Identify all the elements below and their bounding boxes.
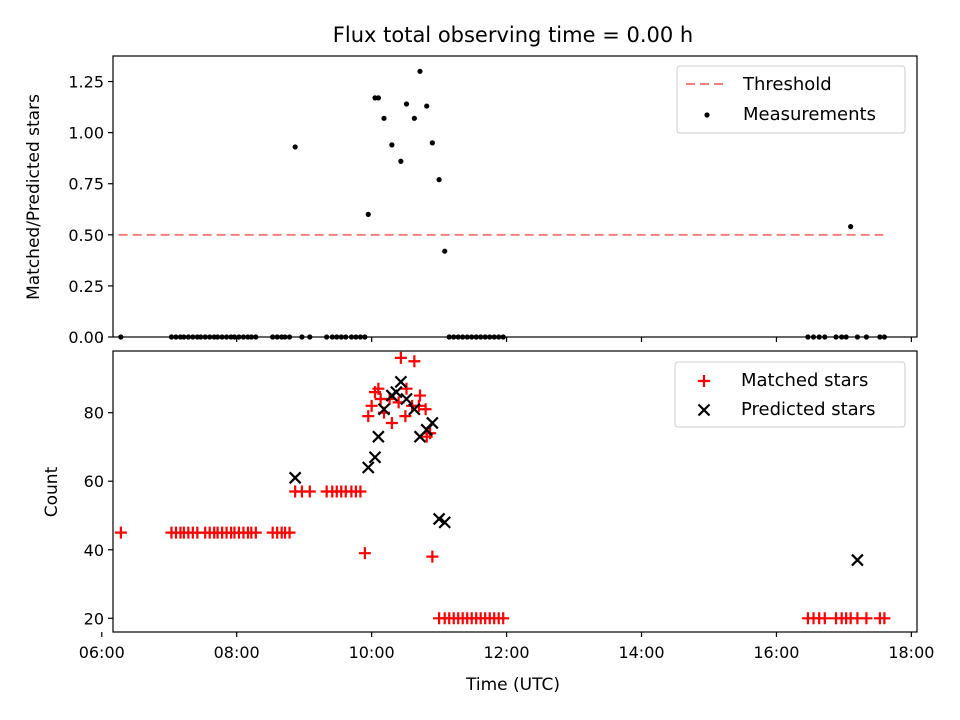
matched-star-point xyxy=(354,485,367,498)
bottom-x-ticks: 06:00 08:00 10:00 12:00 14:00 16:00 18:00 xyxy=(79,632,934,662)
bottom-panel: 20 40 60 80 06:00 08:00 10:00 12:00 14:00 16:00 1… xyxy=(42,350,934,695)
measurement-point xyxy=(403,101,410,107)
top-y-axis-label: Matched/Predicted stars xyxy=(24,94,44,300)
predicted-star-point xyxy=(394,375,408,389)
chart-title: Flux total observing time = 0.00 h xyxy=(333,23,693,47)
predicted-legend-swatch xyxy=(697,403,711,417)
top-y-tick-label: 0.75 xyxy=(68,175,104,194)
predicted-star-point xyxy=(426,416,439,430)
measurement-point xyxy=(442,248,448,254)
bottom-legend-box xyxy=(674,361,906,428)
matched-legend-swatch xyxy=(698,375,710,387)
matched-star-point xyxy=(249,526,262,539)
matched-star-point xyxy=(358,547,371,560)
measurements-legend-label: Measurements xyxy=(743,104,876,125)
predicted-star-point xyxy=(368,450,382,464)
measurement-point xyxy=(417,68,423,74)
predicted-star-point xyxy=(361,461,375,474)
top-y-tick-label: 1.25 xyxy=(68,73,104,92)
matched-star-point xyxy=(114,526,127,539)
bottom-y-ticks: 20 40 60 80 xyxy=(84,404,113,628)
matched-star-point xyxy=(385,416,398,429)
predicted-legend-label: Predicted stars xyxy=(741,399,875,420)
measurement-point xyxy=(292,144,298,150)
top-legend: Threshold Measurements xyxy=(676,65,906,134)
x-axis-label: Time (UTC) xyxy=(465,675,560,695)
top-y-tick-label: 0.00 xyxy=(68,328,104,347)
matched-star-point xyxy=(365,399,378,412)
matched-star-point xyxy=(878,612,891,625)
matched-star-point xyxy=(283,526,296,539)
measurement-point xyxy=(429,140,435,146)
top-y-tick-label: 0.25 xyxy=(68,277,104,296)
matched-star-point xyxy=(303,485,316,498)
top-y-ticks: 0.00 0.25 0.50 0.75 1.00 1.25 xyxy=(68,73,113,347)
predicted-star-point xyxy=(408,402,421,416)
bottom-legend: Matched stars Predicted stars xyxy=(674,361,906,428)
measurement-point xyxy=(381,115,387,121)
matched-star-point xyxy=(497,612,510,625)
matched-star-point xyxy=(400,382,413,395)
x-tick-label: 08:00 xyxy=(214,643,260,662)
predicted-star-point xyxy=(851,553,864,567)
predicted-star-point xyxy=(390,385,403,399)
measurement-point xyxy=(424,103,430,109)
measurement-point xyxy=(375,95,381,101)
matched-legend-label: Matched stars xyxy=(741,370,868,391)
measurement-point xyxy=(436,177,442,183)
predicted-star-point xyxy=(377,402,391,416)
x-tick-label: 06:00 xyxy=(79,643,125,662)
matched-star-point xyxy=(408,355,421,368)
bottom-points xyxy=(114,351,891,625)
matched-star-point xyxy=(419,403,432,416)
matched-star-point xyxy=(399,410,412,423)
x-tick-label: 16:00 xyxy=(753,643,799,662)
matched-star-point xyxy=(372,382,385,395)
matched-star-point xyxy=(426,550,439,563)
matched-star-point xyxy=(818,612,831,625)
measurement-point xyxy=(398,158,404,164)
measurement-point xyxy=(365,211,371,217)
predicted-star-point xyxy=(288,471,302,485)
bottom-axes-frame xyxy=(112,350,918,633)
threshold-legend-label: Threshold xyxy=(742,74,832,95)
matched-star-point xyxy=(860,612,873,625)
bottom-y-tick-label: 20 xyxy=(84,609,104,628)
x-tick-label: 18:00 xyxy=(888,643,934,662)
x-tick-label: 10:00 xyxy=(349,643,395,662)
top-x-ticks xyxy=(101,337,912,342)
measurement-point xyxy=(848,224,854,230)
top-panel: 0.00 0.25 0.50 0.75 1.00 1.25 Matched/Predict… xyxy=(24,55,918,347)
measurement-point xyxy=(389,142,395,148)
top-y-tick-label: 1.00 xyxy=(68,124,104,143)
matched-star-point xyxy=(394,351,407,364)
matched-star-point xyxy=(362,410,375,423)
x-tick-label: 12:00 xyxy=(484,643,530,662)
bottom-y-tick-label: 60 xyxy=(84,472,104,491)
bottom-y-tick-label: 40 xyxy=(84,541,104,560)
matched-star-point xyxy=(413,389,426,402)
top-legend-box xyxy=(676,65,906,134)
bottom-y-tick-label: 80 xyxy=(84,404,104,423)
x-tick-label: 14:00 xyxy=(618,643,664,662)
top-axes-frame xyxy=(112,55,918,338)
predicted-star-point xyxy=(432,512,446,526)
bottom-y-axis-label: Count xyxy=(42,466,62,517)
predicted-star-point xyxy=(372,430,385,443)
measurements-legend-swatch xyxy=(704,112,710,118)
predicted-star-point xyxy=(438,516,451,529)
top-y-tick-label: 0.50 xyxy=(68,226,104,245)
predicted-star-point xyxy=(400,392,413,406)
measurement-point xyxy=(411,115,417,121)
